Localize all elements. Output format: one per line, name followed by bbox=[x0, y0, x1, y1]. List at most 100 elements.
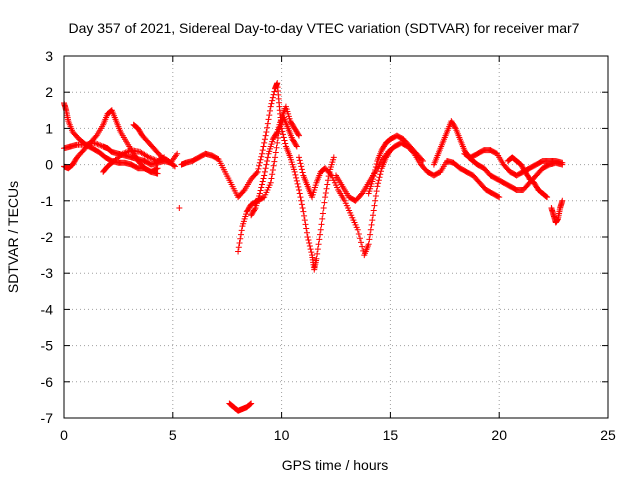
data-point bbox=[255, 165, 262, 172]
series-track-i bbox=[296, 147, 394, 259]
data-point bbox=[263, 129, 270, 136]
data-point bbox=[170, 162, 177, 169]
y-tick-label: -1 bbox=[41, 193, 54, 209]
x-tick-label: 15 bbox=[383, 427, 399, 443]
data-point bbox=[367, 226, 374, 233]
y-tick-label: 3 bbox=[45, 48, 53, 64]
data-point bbox=[268, 100, 275, 107]
x-axis-label: GPS time / hours bbox=[282, 457, 389, 473]
data-point bbox=[122, 149, 129, 156]
data-point bbox=[259, 147, 266, 154]
series-track-h bbox=[248, 103, 303, 219]
data-point bbox=[297, 194, 304, 201]
data-point bbox=[268, 175, 275, 182]
grid-lines bbox=[64, 56, 608, 418]
data-point bbox=[322, 189, 329, 196]
data-point bbox=[264, 154, 271, 161]
data-point bbox=[358, 239, 365, 246]
data-point bbox=[327, 171, 334, 178]
data-point bbox=[270, 162, 277, 169]
y-tick-label: -6 bbox=[41, 374, 54, 390]
series-track-e bbox=[130, 121, 178, 170]
data-point bbox=[367, 231, 374, 238]
data-point bbox=[377, 171, 384, 178]
data-point bbox=[148, 155, 155, 162]
data-point bbox=[495, 193, 502, 200]
data-point bbox=[303, 225, 310, 232]
data-point bbox=[324, 181, 331, 188]
data-point bbox=[304, 234, 311, 240]
data-point bbox=[273, 130, 280, 137]
data-point bbox=[269, 171, 276, 178]
chart-title: Day 357 of 2021, Sidereal Day-to-day VTE… bbox=[69, 20, 580, 36]
data-point bbox=[299, 205, 306, 212]
data-point bbox=[235, 248, 242, 255]
data-point bbox=[260, 143, 267, 150]
data-point bbox=[418, 156, 425, 163]
data-point bbox=[321, 199, 328, 206]
axis-ticks bbox=[63, 55, 609, 419]
data-point bbox=[313, 255, 320, 262]
data-point bbox=[365, 241, 372, 248]
x-tick-label: 0 bbox=[60, 427, 68, 443]
data-point bbox=[282, 140, 289, 147]
data-point bbox=[265, 116, 272, 123]
data-point bbox=[314, 250, 321, 257]
data-point bbox=[372, 164, 379, 171]
data-point bbox=[293, 177, 300, 184]
data-point bbox=[257, 156, 264, 163]
data-point bbox=[369, 212, 376, 219]
x-tick-label: 10 bbox=[274, 427, 290, 443]
x-tick-label: 25 bbox=[600, 427, 616, 443]
y-tick-label: 1 bbox=[45, 120, 53, 136]
data-point bbox=[273, 144, 280, 151]
data-point bbox=[154, 170, 161, 177]
data-point bbox=[279, 128, 286, 135]
data-point bbox=[356, 235, 363, 242]
series-track-m bbox=[461, 147, 566, 179]
data-point bbox=[257, 187, 264, 194]
data-point bbox=[153, 165, 160, 172]
data-point bbox=[371, 202, 378, 209]
data-point bbox=[150, 156, 157, 163]
data-point bbox=[92, 140, 99, 147]
y-tick-label: 0 bbox=[45, 157, 53, 173]
data-point bbox=[300, 208, 307, 215]
data-point bbox=[151, 156, 158, 163]
series-track-o bbox=[548, 197, 566, 226]
data-point bbox=[369, 217, 376, 224]
data-point bbox=[370, 207, 377, 214]
data-point bbox=[238, 227, 245, 234]
data-point bbox=[280, 131, 287, 138]
data-points bbox=[61, 80, 566, 414]
data-point bbox=[375, 180, 382, 187]
data-point bbox=[266, 107, 273, 114]
data-point bbox=[261, 139, 268, 146]
data-point bbox=[543, 193, 550, 200]
y-tick-labels: 3 2 1 0 -1 -2 -3 -4 -5 -6 -7 bbox=[41, 48, 54, 426]
data-point bbox=[253, 170, 260, 177]
data-point bbox=[296, 186, 303, 193]
data-point bbox=[373, 160, 380, 167]
series-track-j bbox=[333, 139, 503, 204]
data-point bbox=[315, 241, 322, 248]
data-point bbox=[544, 194, 551, 201]
data-point bbox=[108, 107, 115, 114]
y-axis-label: SDTVAR / TECUs bbox=[5, 181, 21, 293]
data-point bbox=[240, 188, 247, 195]
data-point bbox=[559, 197, 566, 204]
data-point bbox=[377, 168, 384, 175]
data-point bbox=[314, 246, 321, 253]
x-tick-labels: 0 5 10 15 20 25 bbox=[60, 427, 616, 443]
series-track-f bbox=[178, 80, 337, 273]
data-point bbox=[298, 197, 305, 204]
data-point bbox=[298, 166, 305, 173]
data-point bbox=[372, 167, 379, 174]
x-tick-label: 20 bbox=[491, 427, 507, 443]
data-point bbox=[263, 161, 270, 168]
data-point bbox=[368, 221, 375, 228]
data-point bbox=[258, 153, 265, 160]
data-point bbox=[355, 230, 362, 237]
data-point bbox=[322, 194, 329, 201]
